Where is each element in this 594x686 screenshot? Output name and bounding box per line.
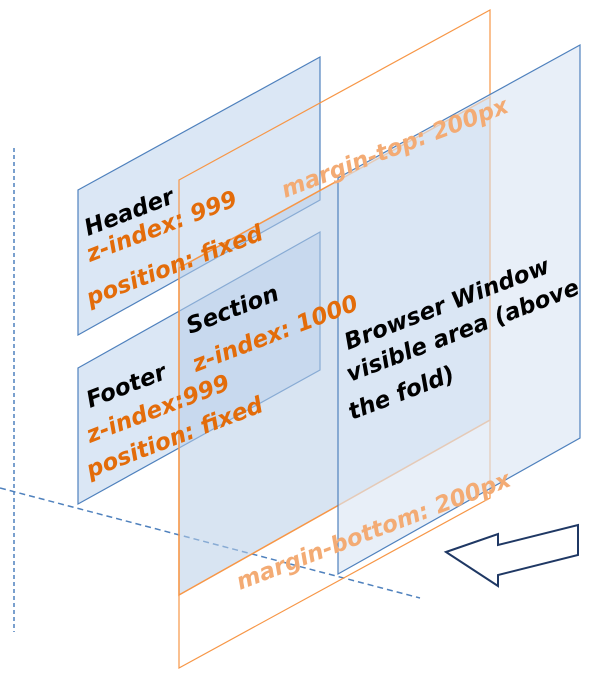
depth-axis-line xyxy=(0,487,421,599)
arrow-left-icon xyxy=(443,523,579,588)
browser-window-panel xyxy=(337,43,581,576)
